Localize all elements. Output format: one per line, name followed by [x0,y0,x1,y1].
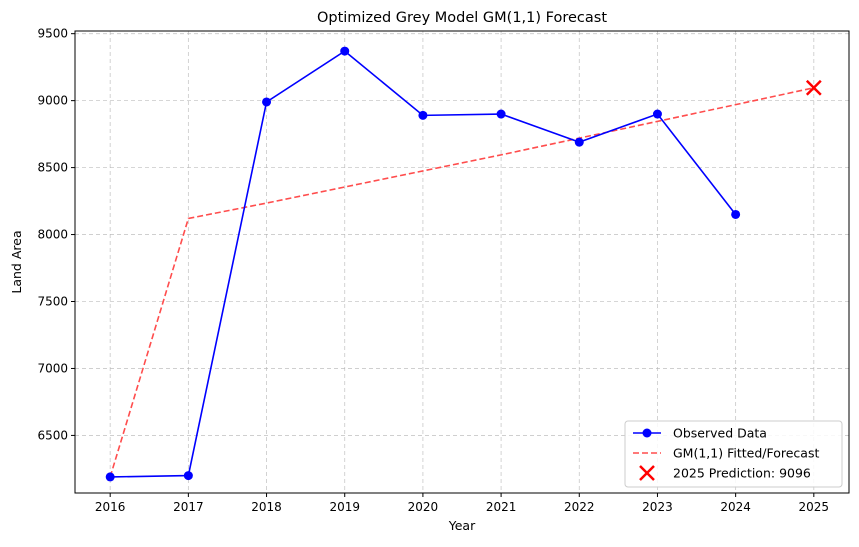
x-tick-label: 2023 [642,500,673,514]
y-tick-label: 6500 [37,428,68,442]
observed-point [574,137,584,147]
y-tick-label: 8000 [37,228,68,242]
x-axis-title: Year [448,518,476,533]
y-tick-label: 7500 [37,295,68,309]
legend-observed-marker [642,428,652,438]
legend-x-glyph [639,465,655,481]
x-tick-label: 2025 [799,500,830,514]
y-axis-title: Land Area [9,230,24,293]
legend-forecast-label: GM(1,1) Fitted/Forecast [673,446,819,461]
observed-point [105,472,115,482]
x-tick-label: 2017 [173,500,204,514]
legend-observed-label: Observed Data [673,426,767,441]
x-tick-label: 2021 [486,500,517,514]
y-tick-label: 9500 [37,27,68,41]
chart-title: Optimized Grey Model GM(1,1) Forecast [317,10,607,26]
prediction-marker [805,79,822,96]
observed-point [731,209,741,219]
x-tick-label: 2020 [408,500,439,514]
x-tick-label: 2019 [329,500,360,514]
y-tick-label: 8500 [37,161,68,175]
y-tick-label: 9000 [37,94,68,108]
observed-point [262,97,272,107]
observed-point [496,109,506,119]
plot-frame [74,30,850,494]
series-layer [105,46,822,482]
forecast-line [109,86,814,478]
x-stroke [639,465,655,481]
x-tick-label: 2018 [251,500,282,514]
observed-point [418,110,428,120]
legend-prediction-label: 2025 Prediction: 9096 [673,466,811,481]
x-tick-label: 2024 [720,500,751,514]
legend-prediction-marker [639,465,655,481]
tick-layer: 2016 2017 2018 2019 2020 2021 2022 2023 2024 2025… [37,27,829,514]
legend-box [624,420,843,488]
x-tick-label: 2022 [564,500,595,514]
x-stroke [805,79,822,96]
observed-point [652,109,662,119]
x-tick-label: 2016 [95,500,126,514]
grid-layer [75,31,849,493]
y-tick-label: 7000 [37,361,68,375]
observed-point [183,471,193,481]
observed-point [340,46,350,56]
legend: Observed Data GM(1,1) Fitted/Forecast 20… [624,420,843,488]
